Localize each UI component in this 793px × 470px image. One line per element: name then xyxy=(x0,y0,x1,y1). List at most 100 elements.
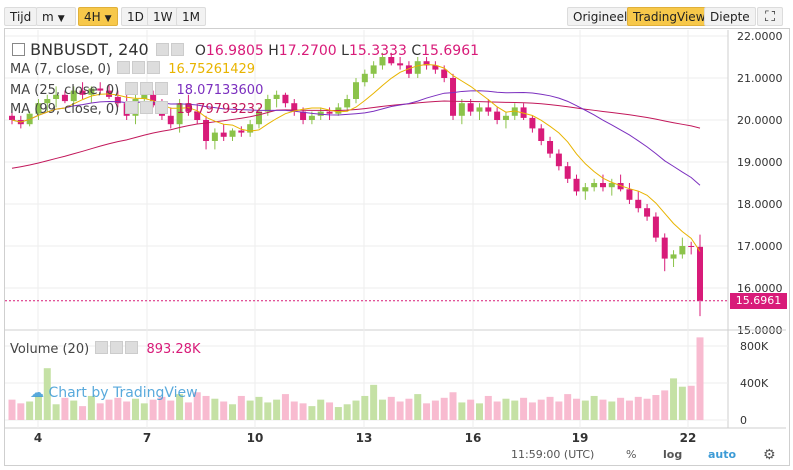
gear-icon[interactable] xyxy=(110,341,124,354)
candle-body xyxy=(255,111,262,125)
candle-body xyxy=(441,69,448,78)
volume-bar xyxy=(528,402,536,420)
ohlc-close: 15.6961 xyxy=(421,43,480,59)
close-icon[interactable] xyxy=(155,82,169,95)
gear-icon[interactable] xyxy=(170,43,184,56)
volume-bar xyxy=(61,397,69,420)
toolbar: Tijd m ▼ 4H ▼ 1D 1W 1M Origineel TradingVi… xyxy=(0,0,793,32)
volume-bar xyxy=(661,390,669,420)
volume-bar xyxy=(634,396,642,420)
candle-body xyxy=(476,107,483,112)
volume-bar xyxy=(96,403,104,420)
ma25-legend: MA (25, close, 0) 18.07133600 xyxy=(10,82,263,98)
candle-body xyxy=(167,115,174,125)
auto-toggle[interactable]: auto xyxy=(708,448,737,461)
chevron-down-icon: ▼ xyxy=(57,14,65,24)
volume-bar xyxy=(423,403,431,420)
interval-1m-button[interactable]: 1M xyxy=(176,7,206,26)
candle-body xyxy=(502,115,509,120)
eye-icon[interactable] xyxy=(125,82,139,95)
candle-body xyxy=(97,88,104,91)
tradingview-button[interactable]: TradingView xyxy=(627,7,712,26)
volume-bar xyxy=(352,400,360,420)
interval-1d-button[interactable]: 1D xyxy=(121,7,150,26)
volume-label: Volume (20) xyxy=(10,342,90,357)
close-icon[interactable] xyxy=(125,341,139,354)
interval-4h-button[interactable]: 4H ▼ xyxy=(78,7,118,26)
vol-tick-label: 400K xyxy=(740,377,769,390)
candle-body xyxy=(485,107,492,112)
candle-body xyxy=(379,57,386,66)
gear-icon[interactable] xyxy=(132,61,146,74)
collapse-icon[interactable] xyxy=(12,43,25,56)
candle-body xyxy=(405,65,412,74)
x-tick-label: 16 xyxy=(465,431,482,445)
candle-body xyxy=(9,115,15,120)
close-icon[interactable] xyxy=(155,101,169,114)
candle-body xyxy=(458,103,465,116)
volume-bar xyxy=(493,401,501,420)
volume-bar xyxy=(564,394,572,420)
diepte-button[interactable]: Diepte xyxy=(704,7,756,26)
volume-bar xyxy=(52,404,60,420)
volume-bar xyxy=(511,400,519,420)
y-tick-label: 20.0000 xyxy=(737,114,783,127)
percent-toggle[interactable]: % xyxy=(626,448,637,461)
volume-bar xyxy=(555,401,563,420)
gear-icon[interactable]: ⚙ xyxy=(763,447,776,463)
candle-body xyxy=(538,128,545,141)
candle-body xyxy=(194,111,201,120)
volume-bar xyxy=(70,400,78,420)
ma7-line xyxy=(11,63,701,252)
eye-icon[interactable] xyxy=(95,341,109,354)
volume-bar xyxy=(246,400,254,420)
eye-icon[interactable] xyxy=(155,43,169,56)
volume-bar xyxy=(652,395,660,420)
tradingview-watermark[interactable]: ☁ Chart by TradingView xyxy=(30,385,198,401)
candle-body xyxy=(150,94,157,106)
eye-icon[interactable] xyxy=(125,101,139,114)
fullscreen-icon[interactable]: ⛶ xyxy=(757,7,783,26)
x-tick-label: 4 xyxy=(34,431,42,445)
volume-bar xyxy=(484,395,492,420)
volume-bar xyxy=(405,398,413,420)
gear-icon[interactable] xyxy=(140,101,154,114)
candle-body xyxy=(555,153,562,167)
vol-tick-label: 0 xyxy=(740,414,747,427)
volume-bar xyxy=(581,400,589,420)
volume-bar xyxy=(105,399,113,420)
volume-bar xyxy=(502,398,510,420)
log-toggle[interactable]: log xyxy=(663,448,683,461)
candle-body xyxy=(176,103,183,125)
candle-body xyxy=(291,103,298,112)
volume-bar xyxy=(458,402,466,420)
close-icon[interactable] xyxy=(147,61,161,74)
origineel-button[interactable]: Origineel xyxy=(567,7,634,26)
candle-body xyxy=(273,94,280,99)
candle-body xyxy=(423,61,430,66)
volume-bar xyxy=(290,401,298,420)
ohlc-o-label: O xyxy=(194,43,206,59)
candle-body xyxy=(326,111,333,114)
ma25-value: 18.07133600 xyxy=(176,83,264,98)
ohlc-high: 17.2700 xyxy=(278,43,337,59)
candle-body xyxy=(220,132,227,137)
volume-bar xyxy=(193,392,201,420)
minute-dropdown[interactable]: m ▼ xyxy=(36,7,76,26)
eye-icon[interactable] xyxy=(117,61,131,74)
gear-icon[interactable] xyxy=(140,82,154,95)
ohlc-l-label: L xyxy=(341,43,349,59)
x-tick-label: 13 xyxy=(356,431,373,445)
candle-body xyxy=(582,187,589,192)
volume-bar xyxy=(678,386,686,420)
volume-bar xyxy=(370,384,378,420)
candle-body xyxy=(247,124,254,133)
volume-bar xyxy=(617,397,625,420)
volume-bar xyxy=(599,399,607,420)
volume-bar xyxy=(687,385,695,420)
chart-frame xyxy=(4,28,790,466)
volume-bar xyxy=(546,396,554,420)
volume-value: 893.28K xyxy=(146,342,201,357)
volume-bar xyxy=(396,401,404,420)
